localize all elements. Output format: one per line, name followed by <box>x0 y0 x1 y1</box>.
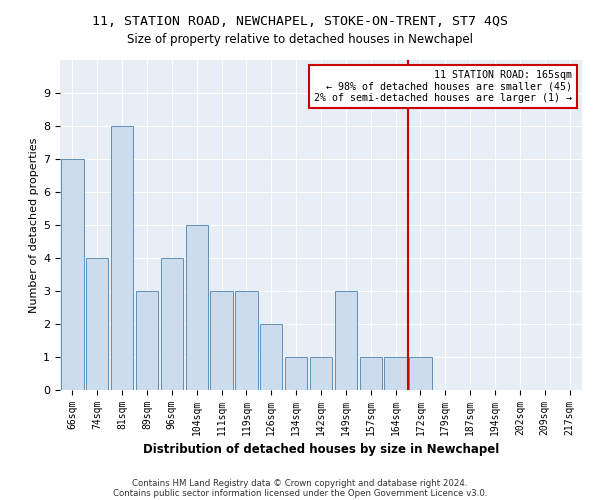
Bar <box>409 357 431 390</box>
Bar <box>385 357 407 390</box>
Bar <box>111 126 133 390</box>
Bar <box>211 291 233 390</box>
Text: Contains HM Land Registry data © Crown copyright and database right 2024.: Contains HM Land Registry data © Crown c… <box>132 478 468 488</box>
Bar <box>310 357 332 390</box>
Text: 11 STATION ROAD: 165sqm
← 98% of detached houses are smaller (45)
2% of semi-det: 11 STATION ROAD: 165sqm ← 98% of detache… <box>314 70 572 103</box>
Bar <box>185 225 208 390</box>
Bar <box>235 291 257 390</box>
Bar <box>335 291 357 390</box>
Bar <box>285 357 307 390</box>
X-axis label: Distribution of detached houses by size in Newchapel: Distribution of detached houses by size … <box>143 444 499 456</box>
Bar <box>136 291 158 390</box>
Bar <box>359 357 382 390</box>
Y-axis label: Number of detached properties: Number of detached properties <box>29 138 39 312</box>
Bar <box>61 159 83 390</box>
Bar <box>161 258 183 390</box>
Text: Size of property relative to detached houses in Newchapel: Size of property relative to detached ho… <box>127 32 473 46</box>
Bar <box>86 258 109 390</box>
Text: 11, STATION ROAD, NEWCHAPEL, STOKE-ON-TRENT, ST7 4QS: 11, STATION ROAD, NEWCHAPEL, STOKE-ON-TR… <box>92 15 508 28</box>
Text: Contains public sector information licensed under the Open Government Licence v3: Contains public sector information licen… <box>113 488 487 498</box>
Bar <box>260 324 283 390</box>
